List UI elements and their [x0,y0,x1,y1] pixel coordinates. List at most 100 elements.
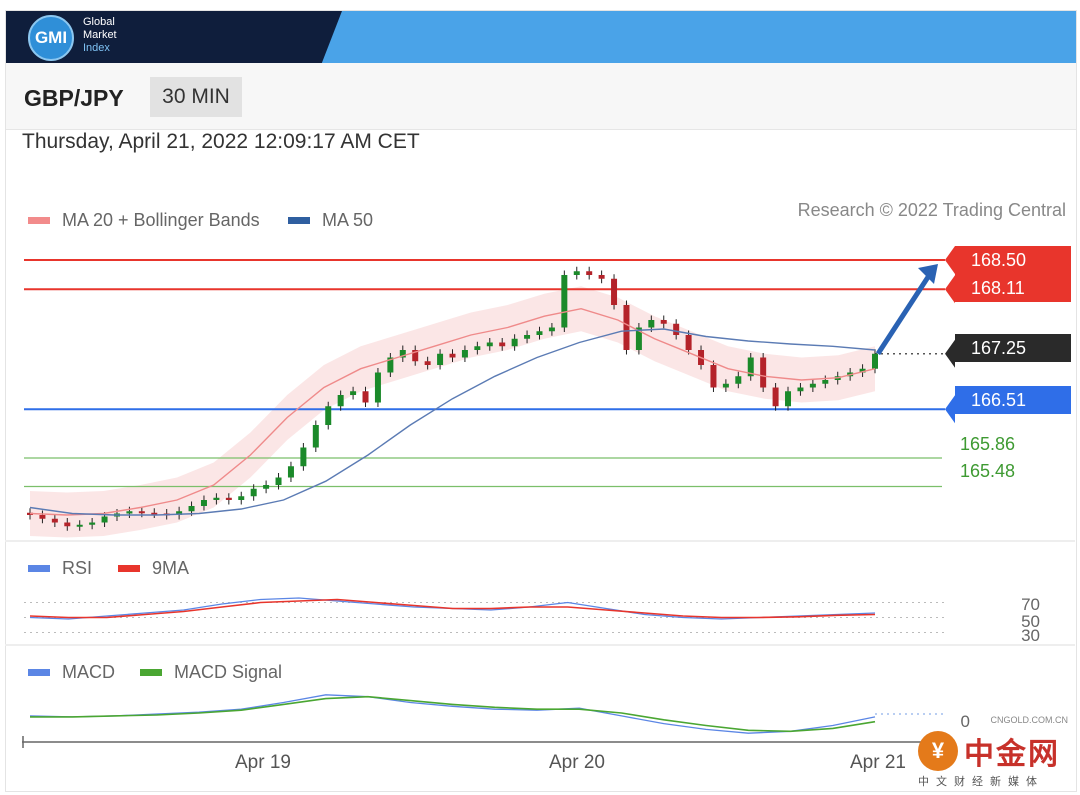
candle-bearish [151,512,158,515]
candle-bearish [710,365,717,388]
candle-bullish [785,391,792,407]
timeframe-badge[interactable]: 30 MIN [150,77,242,117]
candle-bullish [350,391,357,395]
legend-ma20: MA 20 + Bollinger Bands [28,210,260,231]
rsi-tick-70: 70 [1021,595,1040,614]
candle-bearish [138,511,145,514]
watermark-url: CNGOLD.COM.CN [990,715,1068,725]
candle-bullish [524,335,531,339]
candle-bullish [126,511,133,514]
ma50-line [29,328,876,516]
rsi-ma-swatch [118,565,140,572]
candle-bullish [548,327,555,332]
candle-bullish [176,511,183,515]
watermark-title: 中金网 [964,738,1060,771]
candle-bullish [536,331,543,335]
candle-bullish [76,524,83,527]
logo-line-2: Market [83,29,117,41]
legend-rsi: RSI [28,558,92,579]
candle-bearish [623,305,630,350]
logo-line-1: Global [83,16,115,28]
level-label-166-51: 166.51 [955,386,1071,414]
level-pointer-168-11 [945,275,955,304]
candle-bearish [51,518,58,523]
candle-bullish [859,368,866,373]
level-pointer-168-50 [945,246,955,274]
level-label-165-86: 165.86 [960,434,1016,454]
symbol-title: GBP/JPY [24,85,124,111]
chart-header: GBP/JPY 30 MIN [6,63,1076,130]
x-tick-apr-21: Apr 21 [850,752,906,773]
coin-icon: ¥ [918,731,958,771]
macd-swatch [28,669,50,676]
rsi-swatch [28,565,50,572]
rsi-tick-30: 30 [1021,626,1040,645]
logo-text: Global Market Index [83,16,117,55]
candle-bearish [772,387,779,407]
candle-bearish [412,350,419,362]
candle-bullish [200,500,207,506]
candle-bullish [275,477,282,485]
candle-bullish [648,320,655,328]
candle-bullish [822,380,829,384]
candle-bullish [387,357,394,373]
chart-datetime: Thursday, April 21, 2022 12:09:17 AM CET [22,130,420,153]
level-pointer-166-51 [945,395,955,424]
candle-bearish [499,342,506,347]
brand-bar: GMI Global Market Index [6,11,1076,63]
level-label-168-11: 168.11 [955,274,1071,302]
candle-bullish [747,357,754,377]
ma50-swatch [288,217,310,224]
legend-ma50: MA 50 [288,210,373,231]
candle-bullish [635,327,642,350]
candle-bullish [101,516,108,523]
candle-bullish [250,488,257,497]
forecast-arrow-head [918,264,938,284]
candle-bullish [238,496,245,500]
candle-bearish [362,391,369,403]
macd-signal-label: MACD Signal [174,662,283,682]
candle-bearish [39,515,46,519]
candle-bullish [722,383,729,388]
candle-bullish [325,406,332,425]
candle-bullish [300,447,307,467]
cngold-watermark: CNGOLD.COM.CN ¥ 中金网 中文财经新媒体 [918,715,1068,789]
candle-bearish [586,271,593,275]
ma20-line [29,307,876,516]
candle-bullish [337,395,344,407]
legend-macd-signal: MACD Signal [140,662,282,683]
rsi-tick-50: 50 [1021,612,1040,631]
forecast-arrow-shaft [875,272,933,356]
rsi-ma-line [29,598,876,619]
ma20-swatch [28,217,50,224]
legend-macd: MACD [28,662,115,683]
logo-line-3: Index [83,42,110,54]
candle-bullish [287,466,294,478]
macd-signal-swatch [140,669,162,676]
last-price-pointer [945,339,955,368]
candle-bearish [64,522,71,527]
candle-bearish [760,357,767,388]
candle-bullish [188,506,195,512]
candle-bullish [474,346,481,350]
macd-line [29,694,876,734]
candle-bearish [225,497,232,500]
candle-bearish [449,353,456,358]
level-label-167-25: 167.25 [955,334,1071,362]
candle-bearish [598,275,605,279]
candle-bullish [263,485,270,489]
chart-frame: GMI Global Market Index GBP/JPY 30 MIN [5,10,1077,792]
macd-label: MACD [62,662,115,682]
candle-bullish [399,350,406,358]
x-tick-apr-19: Apr 19 [235,752,291,773]
candle-bullish [797,387,804,392]
watermark-subtitle: 中文财经新媒体 [918,776,1044,788]
level-label-168-50: 168.50 [955,246,1071,274]
research-credit: Research © 2022 Trading Central [797,200,1066,220]
bollinger-band [30,286,875,538]
candle-bearish [673,323,680,335]
legend-rsi-ma: 9MA [118,558,189,579]
candle-bullish [374,372,381,403]
candle-bearish [660,320,667,324]
x-tick-apr-20: Apr 20 [549,752,605,773]
